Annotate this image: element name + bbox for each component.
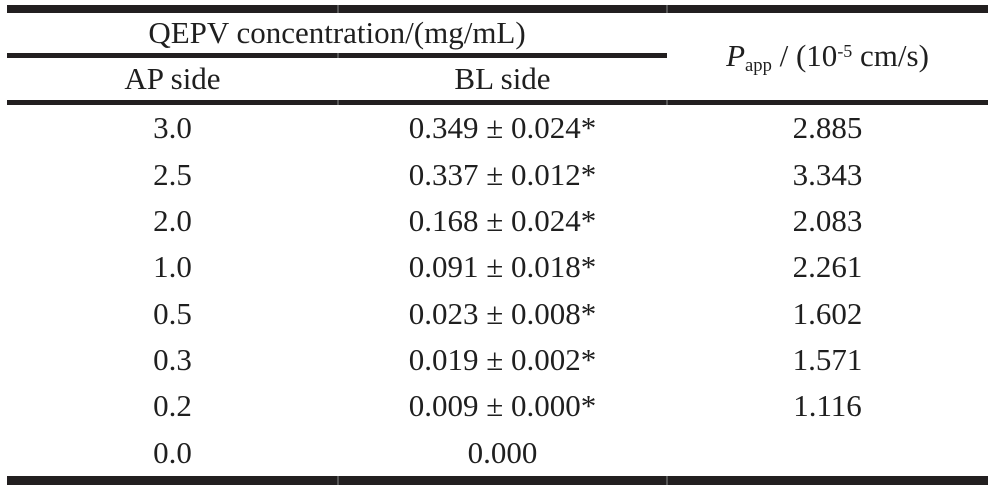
rule-seam: [337, 100, 339, 105]
header-row-group: QEPV concentration/(mg/mL) Papp / (10-5 …: [7, 5, 988, 105]
cell-ap: 0.3: [153, 342, 192, 378]
rule-seam: [337, 5, 339, 13]
table-row: 2.0 0.168 ± 0.024* 2.083: [7, 198, 988, 244]
header-row-sub: AP side BL side: [7, 58, 988, 105]
cell-bl: 0.091 ± 0.018*: [408, 249, 597, 285]
papp-exponent: -5: [837, 40, 853, 61]
papp-unit-open: / (10: [771, 38, 838, 74]
table-row: 3.0 0.349 ± 0.024* 2.885: [7, 105, 988, 151]
header-papp: Papp / (10-5 cm/s): [667, 5, 988, 105]
cell-papp: 2.083: [792, 202, 863, 238]
header-bl-side: BL side: [338, 58, 667, 105]
cell-papp: 1.116: [793, 388, 862, 424]
rule-seam: [337, 53, 339, 58]
papp-symbol: P: [726, 38, 746, 74]
table-row: 0.3 0.019 ± 0.002* 1.571: [7, 337, 988, 383]
rule-seam: [666, 476, 668, 485]
table-row: 0.0 0.000: [7, 430, 988, 486]
cell-ap: 2.0: [153, 202, 192, 238]
rule-seam: [666, 5, 668, 13]
table-row: 0.5 0.023 ± 0.008* 1.602: [7, 291, 988, 337]
cell-ap: 0.2: [153, 388, 192, 424]
cell-bl: 0.009 ± 0.000*: [408, 388, 597, 424]
table-row: 2.5 0.337 ± 0.012* 3.343: [7, 151, 988, 197]
rule-seam: [337, 476, 339, 485]
papp-subscript: app: [745, 54, 772, 76]
header-ap-side: AP side: [7, 58, 338, 105]
cell-papp: 2.261: [792, 249, 863, 285]
cell-ap: 3.0: [153, 110, 192, 146]
cell-bl: 0.023 ± 0.008*: [408, 295, 597, 331]
cell-ap: 0.5: [153, 295, 192, 331]
cell-papp: 3.343: [792, 156, 863, 192]
cell-bl: 0.337 ± 0.012*: [408, 156, 597, 192]
cell-bl: 0.019 ± 0.002*: [408, 342, 597, 378]
cell-bl: 0.349 ± 0.024*: [408, 110, 597, 146]
rule-seam: [666, 100, 668, 105]
cell-ap: 2.5: [153, 156, 192, 192]
table-row: 0.2 0.009 ± 0.000* 1.116: [7, 383, 988, 429]
papp-unit-close: cm/s): [852, 38, 929, 74]
table-row: 1.0 0.091 ± 0.018* 2.261: [7, 244, 988, 290]
cell-ap: 1.0: [153, 249, 192, 285]
data-table: QEPV concentration/(mg/mL) Papp / (10-5 …: [7, 5, 988, 486]
cell-ap: 0.0: [7, 430, 338, 486]
cell-papp: [667, 430, 988, 486]
cell-papp: 1.602: [792, 295, 863, 331]
cell-papp: 2.885: [792, 110, 863, 146]
cell-papp: 1.571: [792, 342, 863, 378]
cell-bl: 0.168 ± 0.024*: [408, 202, 597, 238]
cell-bl: 0.000: [338, 430, 667, 486]
